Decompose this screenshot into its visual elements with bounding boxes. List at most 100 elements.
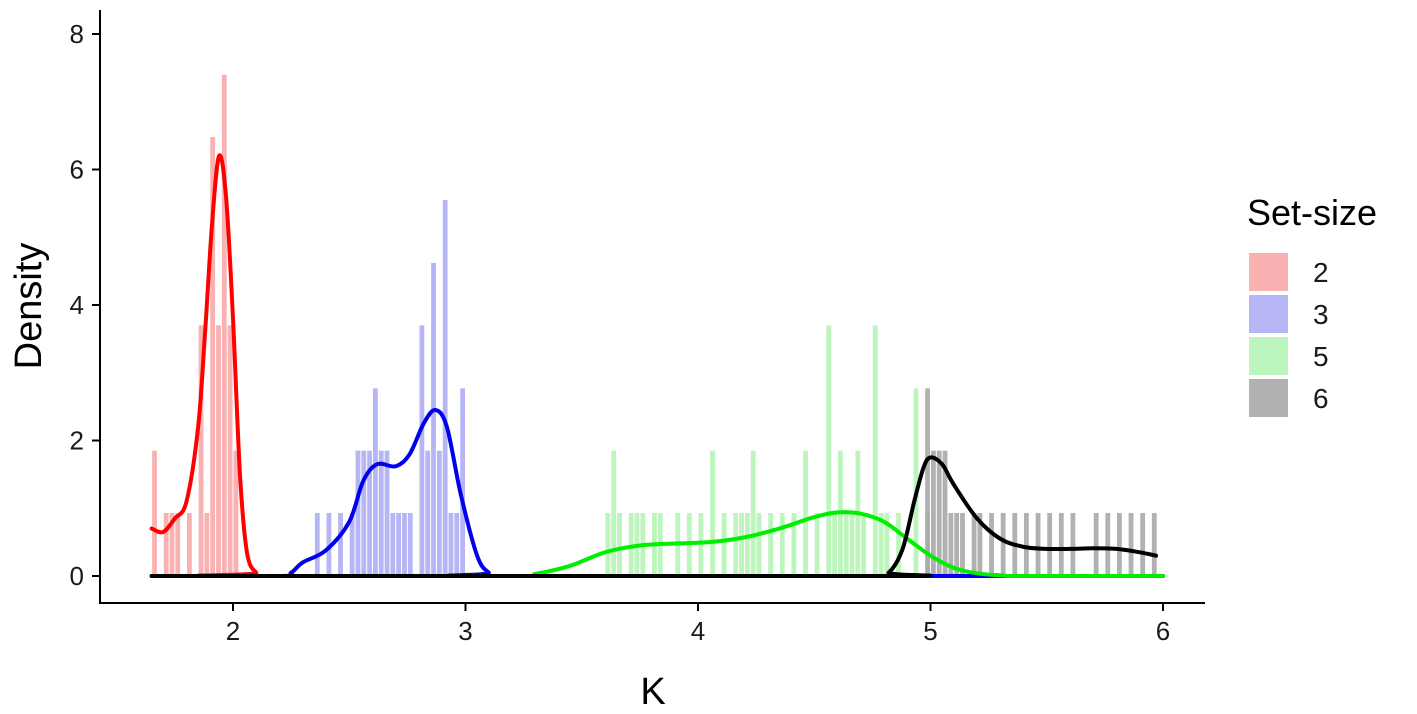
histogram-bar — [1093, 512, 1099, 576]
x-tick-label: 3 — [458, 616, 472, 646]
histogram-bar — [198, 325, 204, 576]
histogram-bar — [849, 512, 855, 576]
histogram-bar — [152, 450, 157, 576]
density-line-series-3 — [149, 408, 1165, 579]
histogram-bar — [221, 74, 227, 577]
bars-series-6 — [925, 388, 1157, 576]
legend-label: 5 — [1313, 341, 1329, 372]
legend-swatch — [1249, 253, 1288, 291]
histogram-bar — [750, 450, 756, 576]
histogram-bar — [954, 512, 960, 576]
y-tick-label: 6 — [70, 155, 84, 185]
x-axis-ticks: 2 3 4 5 6 — [226, 603, 1170, 646]
histogram-bar — [460, 388, 465, 576]
histogram-bar — [431, 263, 436, 576]
y-tick-label: 0 — [70, 561, 84, 591]
histogram-bar — [338, 512, 343, 576]
histogram-bar — [402, 512, 407, 576]
legend: Set-size 2 3 5 6 — [1247, 192, 1377, 417]
legend-swatch — [1249, 379, 1288, 417]
histogram-bar — [314, 512, 320, 576]
histogram-bar — [204, 512, 210, 576]
histogram-bar — [373, 388, 378, 576]
histogram-bar — [1140, 512, 1146, 576]
histogram-bar — [326, 512, 332, 576]
histogram-bar — [872, 325, 878, 576]
histogram-bar — [884, 512, 890, 576]
legend-items: 2 3 5 6 — [1249, 253, 1329, 417]
histogram-bar — [233, 450, 239, 576]
legend-label: 6 — [1313, 383, 1329, 414]
histogram-bar — [814, 512, 820, 576]
bars-series-5 — [605, 325, 930, 576]
histogram-bar — [611, 450, 617, 576]
legend-label: 2 — [1313, 257, 1329, 288]
histogram-bar — [861, 512, 867, 576]
legend-label: 3 — [1313, 299, 1329, 330]
histogram-bar — [1024, 512, 1029, 576]
density-line-series-2 — [149, 153, 1165, 579]
histogram-bar — [779, 512, 785, 576]
bars-series-3 — [314, 199, 465, 577]
histogram-bar — [1117, 512, 1122, 576]
y-tick-label: 8 — [70, 19, 84, 49]
histogram-bar — [216, 325, 221, 576]
histogram-bar — [832, 512, 837, 576]
legend-item-2: 2 — [1249, 253, 1329, 291]
axes — [99, 10, 1205, 604]
legend-swatch — [1249, 337, 1288, 375]
histogram-bar — [768, 512, 774, 576]
histogram-bar — [617, 512, 622, 576]
histogram-bar — [942, 450, 948, 576]
histogram-bar — [448, 512, 454, 576]
y-tick-label: 4 — [70, 290, 84, 320]
histogram-bar — [739, 512, 744, 576]
histogram-bar — [349, 512, 355, 576]
histogram-bar — [826, 325, 832, 576]
histogram-bar — [1105, 512, 1111, 576]
histogram-bar — [948, 512, 954, 576]
histogram-bar — [925, 388, 930, 576]
histogram-bar — [756, 512, 762, 576]
histogram-bar — [878, 512, 884, 576]
histogram-bar — [1128, 512, 1134, 576]
histogram-bar — [396, 512, 402, 576]
histogram-bar — [1151, 512, 1157, 576]
histogram-bar — [733, 512, 739, 576]
y-axis-ticks: 0 2 4 6 8 — [70, 19, 100, 591]
histogram-bar — [419, 325, 425, 576]
histogram-bar — [169, 512, 175, 576]
legend-item-5: 5 — [1249, 337, 1329, 375]
histogram-bar — [971, 512, 977, 576]
histogram-bar — [442, 199, 448, 577]
x-tick-label: 6 — [1156, 616, 1170, 646]
histogram-bar — [896, 512, 901, 576]
histogram-bar — [367, 450, 372, 576]
histogram-bar — [454, 512, 460, 576]
density-line-series-5 — [149, 510, 1165, 579]
density-line-series-6 — [149, 455, 1159, 579]
histogram-bar — [803, 450, 808, 576]
histogram-bar — [1058, 512, 1064, 576]
histogram-bar — [384, 450, 390, 576]
histogram-bar — [227, 325, 233, 576]
histogram-bar — [745, 512, 750, 576]
histogram-bar — [355, 450, 361, 576]
histogram-bar — [843, 512, 849, 576]
histogram-bar — [791, 512, 797, 576]
histogram-bar — [628, 512, 634, 576]
histogram-bar — [960, 512, 965, 576]
histogram-bar — [1035, 512, 1041, 576]
histogram-bar — [361, 450, 367, 576]
bars-series-2 — [152, 74, 239, 577]
histogram-bar — [407, 512, 413, 576]
histogram-bar — [989, 512, 994, 576]
histogram-bar — [931, 450, 936, 576]
histogram-bar — [378, 450, 384, 576]
histogram-bar — [187, 512, 192, 576]
histogram-bar — [721, 512, 727, 576]
x-tick-label: 5 — [923, 616, 937, 646]
histogram-bar — [175, 512, 181, 576]
histogram-bar — [913, 388, 919, 576]
